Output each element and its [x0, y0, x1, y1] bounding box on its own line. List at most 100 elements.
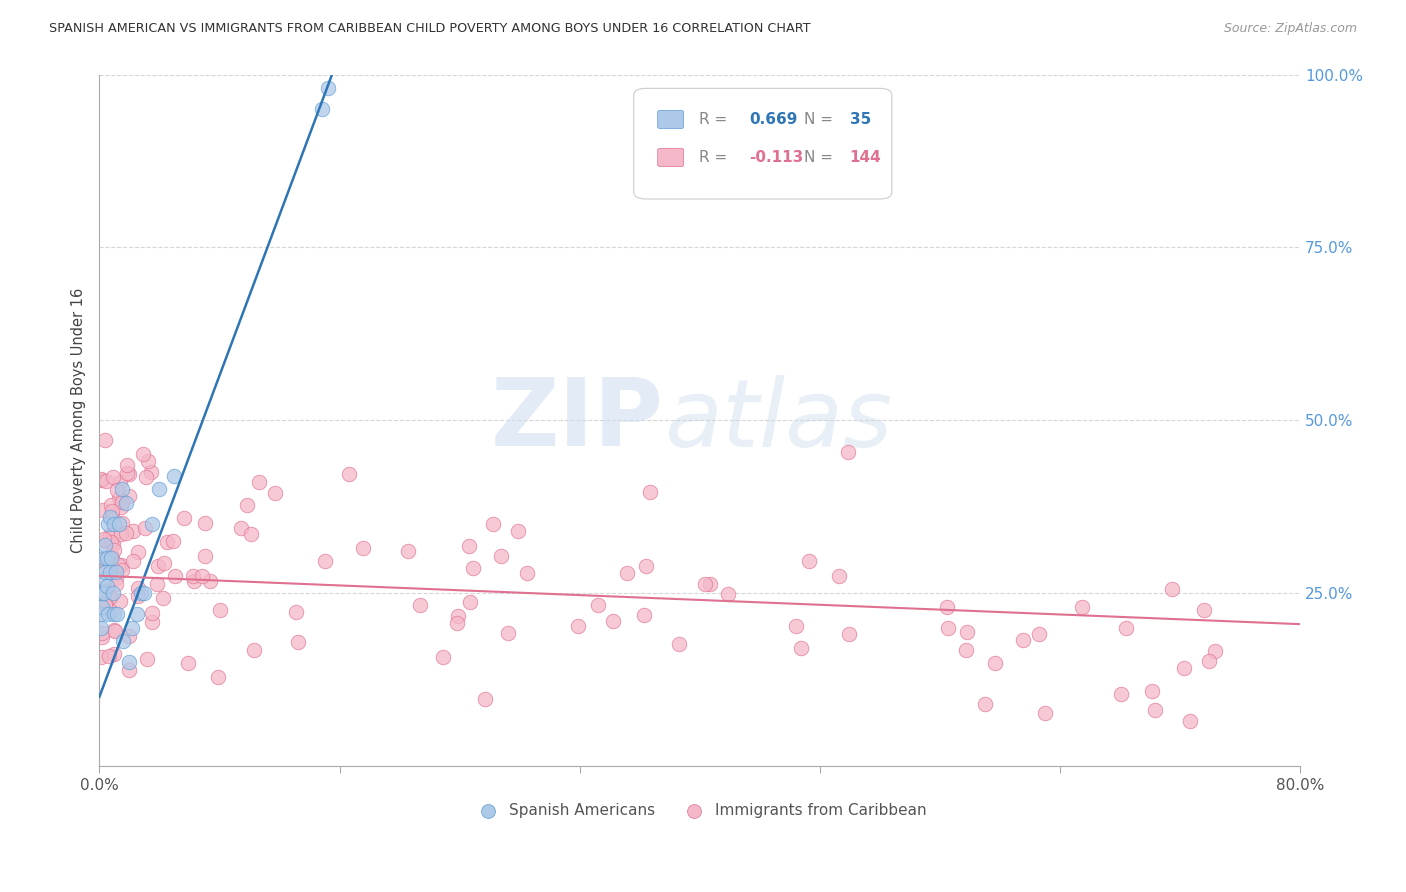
Point: [458, 595, 481, 609]
Point: [110, 500, 132, 515]
Point: [955, 643, 977, 657]
Point: [91, 630, 114, 644]
Point: [1109, 687, 1132, 701]
Point: [176, 656, 198, 670]
Point: [105, 483, 128, 498]
Point: [90, 649, 112, 664]
Point: [101, 509, 124, 524]
Point: [93, 572, 115, 586]
Point: [138, 454, 160, 468]
Point: [93, 533, 115, 547]
Point: [1115, 621, 1137, 635]
Point: [103, 624, 125, 638]
Point: [91, 586, 114, 600]
Point: [973, 698, 995, 712]
Point: [110, 563, 132, 577]
Point: [91, 503, 114, 517]
Point: [446, 615, 468, 630]
Point: [111, 516, 134, 530]
Point: [956, 624, 979, 639]
Point: [115, 525, 138, 540]
Point: [163, 468, 186, 483]
Point: [1180, 714, 1202, 728]
Point: [90, 473, 112, 487]
Point: [264, 485, 287, 500]
Point: [100, 591, 122, 605]
Point: [316, 81, 339, 95]
Point: [100, 604, 122, 618]
Point: [287, 635, 309, 649]
Point: [94, 538, 117, 552]
Point: [97, 516, 120, 531]
Point: [207, 670, 229, 684]
Point: [285, 605, 308, 619]
Text: N =: N =: [804, 112, 838, 127]
Point: [100, 504, 122, 518]
Point: [103, 607, 125, 621]
Point: [100, 499, 122, 513]
Point: [90, 607, 112, 621]
FancyBboxPatch shape: [658, 148, 683, 167]
Point: [153, 556, 176, 570]
Point: [134, 586, 156, 600]
Point: [98, 566, 121, 580]
Point: [98, 510, 121, 524]
Point: [96, 474, 118, 488]
Text: R =: R =: [699, 112, 731, 127]
Point: [135, 652, 157, 666]
Point: [96, 579, 118, 593]
Point: [785, 618, 807, 632]
Point: [93, 433, 115, 447]
Point: [127, 589, 149, 603]
Point: [146, 577, 169, 591]
Point: [110, 526, 132, 541]
Point: [131, 586, 153, 600]
Point: [101, 586, 124, 600]
Point: [139, 465, 162, 479]
Point: [458, 539, 481, 553]
Point: [90, 562, 112, 576]
Point: [152, 591, 174, 606]
Text: R =: R =: [699, 150, 731, 165]
Legend: Spanish Americans, Immigrants from Caribbean: Spanish Americans, Immigrants from Carib…: [467, 797, 932, 824]
Point: [602, 614, 624, 628]
FancyBboxPatch shape: [634, 88, 891, 199]
Point: [97, 649, 120, 664]
Text: 35: 35: [849, 112, 872, 127]
Point: [838, 626, 860, 640]
Point: [96, 582, 118, 597]
Point: [236, 498, 259, 512]
Point: [110, 558, 132, 573]
Point: [91, 599, 114, 614]
Text: Source: ZipAtlas.com: Source: ZipAtlas.com: [1223, 22, 1357, 36]
Point: [94, 533, 117, 548]
Point: [118, 655, 141, 669]
Point: [141, 516, 163, 531]
Point: [935, 600, 957, 615]
Point: [101, 527, 124, 541]
Point: [447, 609, 470, 624]
Point: [118, 663, 141, 677]
Point: [198, 574, 221, 588]
Point: [162, 533, 184, 548]
Point: [104, 566, 127, 580]
Point: [111, 495, 134, 509]
Point: [100, 535, 122, 549]
Point: [90, 626, 112, 640]
Point: [247, 475, 270, 489]
Point: [107, 491, 129, 505]
Point: [827, 568, 849, 582]
Point: [1011, 633, 1033, 648]
Point: [94, 566, 117, 580]
Point: [1192, 603, 1215, 617]
Point: [339, 467, 361, 481]
Point: [127, 581, 149, 595]
Point: [837, 445, 859, 459]
Text: -0.113: -0.113: [749, 150, 803, 165]
Point: [108, 594, 131, 608]
Point: [117, 458, 139, 472]
Point: [108, 475, 131, 489]
Point: [208, 602, 231, 616]
Point: [118, 467, 141, 481]
Point: [586, 598, 609, 612]
